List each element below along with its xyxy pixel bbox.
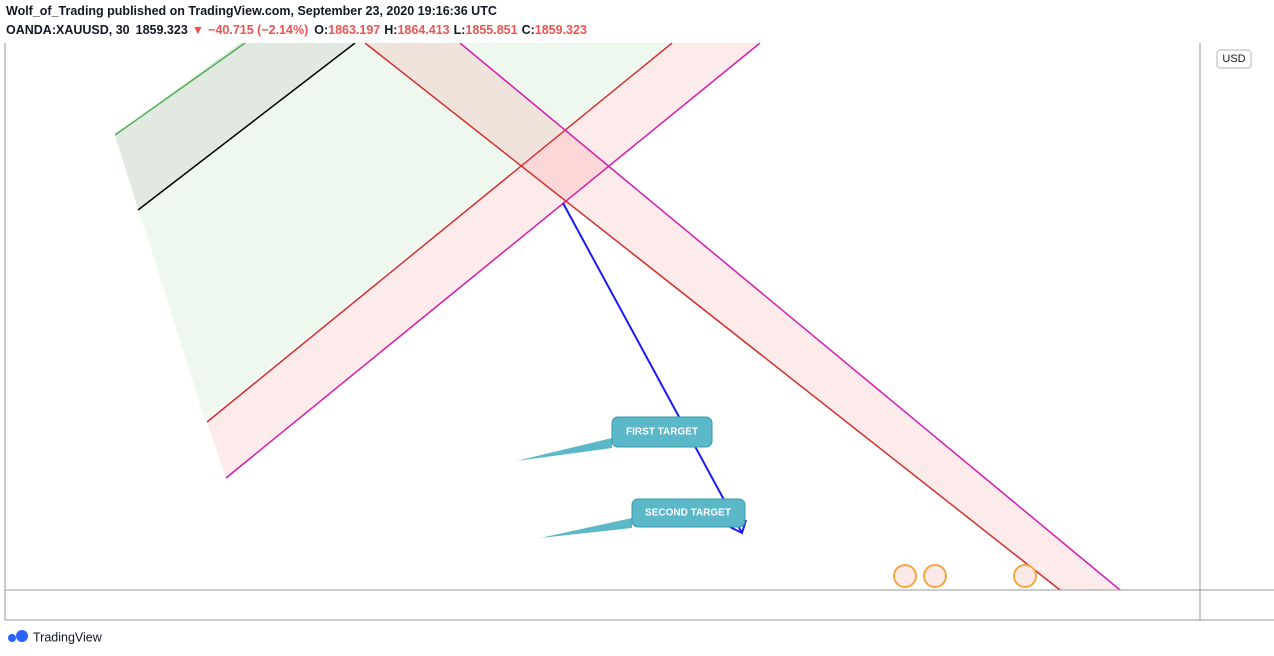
projection: FIRST TARGET SECOND TARGET	[516, 202, 747, 538]
trend-line	[114, 43, 246, 136]
arrow	[562, 202, 743, 534]
green-zone	[115, 43, 670, 420]
callout	[611, 416, 713, 448]
channel-line	[459, 43, 1121, 590]
publisher: Wolf_of_Trading published on TradingView…	[6, 4, 497, 18]
arrow-head	[729, 519, 747, 535]
channel-line	[206, 43, 673, 423]
event-icon	[893, 564, 917, 588]
drawings	[114, 43, 1121, 590]
logo: TradingView	[8, 630, 103, 644]
logo-mark	[16, 630, 28, 642]
channel-line	[364, 43, 1061, 590]
channel-fill	[207, 43, 760, 478]
event-icons	[893, 564, 1037, 588]
callout-pointer	[516, 438, 612, 461]
event-icon	[1013, 564, 1037, 588]
callout	[631, 498, 746, 528]
legend-line: OANDA:XAUUSD, 30 1859.323 ▼ −40.715 (−2.14%…	[6, 23, 587, 37]
currency-badge[interactable]	[1216, 49, 1252, 69]
callout-pointer	[540, 518, 632, 538]
channel-fill	[365, 43, 1120, 590]
logo-mark	[8, 634, 16, 642]
currency[interactable]: USD	[1222, 53, 1245, 65]
callout-text: FIRST TARGET	[626, 427, 698, 438]
callout-text: SECOND TARGET	[645, 508, 731, 519]
gray-zone	[115, 43, 355, 210]
channel-line	[225, 43, 761, 479]
event-icon	[923, 564, 947, 588]
footer-brand: TradingView	[33, 630, 103, 644]
trend-line	[137, 43, 356, 211]
